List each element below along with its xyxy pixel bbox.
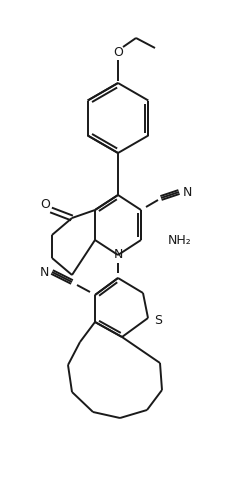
Text: O: O	[40, 198, 50, 212]
Text: N: N	[39, 265, 49, 278]
Text: NH₂: NH₂	[167, 234, 191, 247]
Text: N: N	[182, 185, 191, 198]
Text: N: N	[113, 248, 122, 261]
Text: O: O	[113, 46, 122, 59]
Text: S: S	[153, 314, 161, 327]
